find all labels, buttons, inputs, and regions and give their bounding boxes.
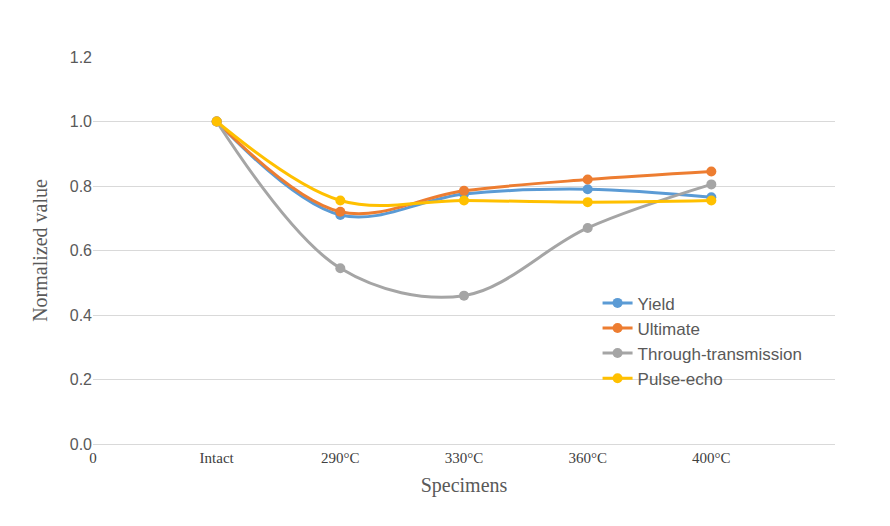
svg-text:0: 0: [89, 450, 97, 466]
svg-text:1.0: 1.0: [70, 113, 92, 130]
svg-text:Ultimate: Ultimate: [638, 320, 700, 339]
svg-text:Normalized value: Normalized value: [29, 179, 51, 322]
svg-text:0.6: 0.6: [70, 242, 92, 259]
svg-text:Pulse-echo: Pulse-echo: [638, 370, 723, 389]
svg-text:0.8: 0.8: [70, 178, 92, 195]
svg-text:Through-transmission: Through-transmission: [638, 345, 802, 364]
svg-text:360°C: 360°C: [568, 450, 607, 466]
svg-text:Yield: Yield: [638, 295, 675, 314]
svg-text:0.2: 0.2: [70, 371, 92, 388]
svg-text:400°C: 400°C: [692, 450, 731, 466]
svg-text:Intact: Intact: [200, 450, 235, 466]
svg-text:330°C: 330°C: [445, 450, 484, 466]
svg-text:0.0: 0.0: [70, 436, 92, 453]
svg-text:0.4: 0.4: [70, 307, 92, 324]
svg-text:1.2: 1.2: [70, 49, 92, 66]
svg-text:290°C: 290°C: [321, 450, 360, 466]
svg-text:Specimens: Specimens: [421, 474, 508, 497]
